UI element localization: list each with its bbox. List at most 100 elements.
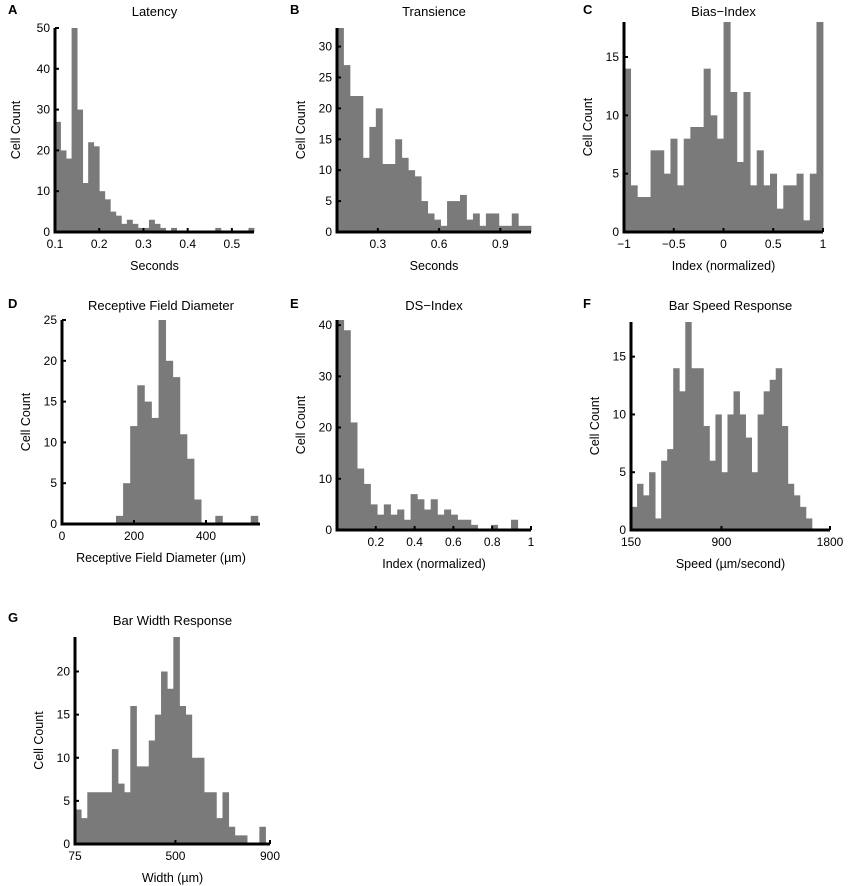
histogram-bar (709, 460, 716, 530)
histogram-bar (154, 714, 162, 844)
histogram-bar (161, 671, 168, 844)
histogram-bar (697, 127, 705, 232)
histogram-bar (643, 495, 650, 530)
histogram-bar (410, 494, 418, 530)
x-tick-label: 0.3 (135, 237, 152, 251)
histogram-bar (248, 227, 255, 232)
histogram-bar (789, 185, 797, 232)
histogram-bar (733, 391, 740, 530)
histogram-bar (472, 213, 480, 232)
x-tick-label: 900 (260, 849, 280, 863)
histogram-bar (93, 792, 100, 844)
histogram-bar (151, 417, 159, 524)
histogram-bar (657, 150, 665, 232)
histogram-bar (417, 499, 425, 530)
y-tick-label: 5 (325, 194, 332, 208)
panel-letter: C (583, 2, 593, 17)
histogram-bar (222, 792, 230, 844)
histogram-bar (215, 227, 222, 232)
histogram-bar (685, 322, 692, 530)
x-tick-label: 900 (711, 535, 731, 549)
histogram-bar (105, 792, 113, 844)
histogram-bar (66, 158, 72, 232)
histogram-bar (457, 519, 465, 530)
histogram-bar (631, 506, 638, 530)
chart-title: Bar Width Response (113, 613, 232, 628)
histogram-bar (250, 515, 259, 524)
histogram-bar (723, 22, 731, 232)
y-axis-label: Cell Count (294, 100, 308, 159)
histogram-bar (82, 183, 89, 232)
y-tick-label: 5 (619, 465, 626, 479)
histogram-bar (194, 499, 202, 524)
chart-title: Receptive Field Diameter (88, 298, 235, 313)
histogram-bar (434, 219, 441, 232)
histogram-bar (727, 414, 734, 530)
x-tick-label: 0.3 (369, 237, 386, 251)
x-axis-label: Index (normalized) (382, 557, 486, 571)
histogram-bar (349, 96, 357, 232)
histogram-bar (518, 225, 526, 232)
y-tick-label: 0 (612, 225, 619, 239)
histogram-bar (370, 504, 378, 530)
histogram-bar (121, 223, 128, 232)
y-tick-label: 25 (44, 313, 58, 327)
histogram-bar (77, 109, 84, 232)
histogram-bar (440, 225, 448, 232)
histogram-bar (160, 227, 166, 232)
x-tick-label: 0.4 (179, 237, 196, 251)
histogram-bar (186, 458, 195, 524)
histogram-bar (670, 138, 678, 232)
x-axis-label: Width (µm) (142, 871, 203, 885)
y-axis-label: Cell Count (294, 395, 308, 454)
histogram-bar (173, 637, 180, 844)
x-tick-label: 75 (68, 849, 82, 863)
chart-title: Bar Speed Response (669, 298, 793, 313)
y-tick-label: 10 (606, 108, 620, 122)
histogram-bar (104, 199, 111, 232)
y-tick-label: 5 (612, 167, 619, 181)
histogram-bar (179, 434, 188, 524)
y-tick-label: 10 (57, 751, 71, 765)
panel-letter: D (8, 296, 17, 311)
histogram-bar (158, 320, 167, 524)
histogram-bar (111, 749, 119, 844)
y-axis-label: Cell Count (32, 711, 46, 770)
y-tick-label: 40 (319, 318, 333, 332)
y-tick-label: 0 (325, 523, 332, 537)
panel-f: 150 900 1800 0 5 10 15 Bar Speed Response Speed … (583, 296, 844, 571)
panel-letter: G (8, 610, 18, 625)
histogram-bar (490, 524, 499, 530)
histogram-bar (124, 792, 131, 844)
y-tick-label: 0 (63, 837, 70, 851)
histogram-bar (197, 757, 205, 844)
histogram-bar (388, 164, 396, 232)
x-tick-label: 0.4 (406, 535, 423, 549)
y-tick-label: 0 (619, 523, 626, 537)
histogram-bar (430, 499, 438, 530)
histogram-bar (739, 414, 746, 530)
chart-title: Bias−Index (691, 4, 756, 19)
histogram-bar (363, 483, 371, 530)
histogram-bar (661, 460, 668, 530)
y-tick-label: 40 (37, 62, 51, 76)
histogram-bar (743, 92, 751, 232)
histogram-bar (414, 176, 422, 232)
histogram-bar (427, 213, 435, 232)
histogram-bar (397, 509, 405, 530)
histogram-bar (215, 515, 223, 524)
histogram-bar (115, 215, 122, 232)
histogram-bar (356, 96, 364, 232)
histogram-bar (624, 68, 632, 233)
x-tick-label: 500 (165, 849, 185, 863)
histogram-bar (137, 385, 145, 524)
panel-g: 75 500 900 0 5 10 15 20 Bar Width Response Width … (8, 610, 280, 885)
histogram-bar (408, 170, 416, 232)
histogram-bar (796, 173, 804, 232)
y-tick-label: 20 (319, 421, 333, 435)
histogram-bar (148, 740, 156, 844)
histogram-bar (167, 688, 174, 844)
x-tick-label: −0.5 (662, 237, 686, 251)
